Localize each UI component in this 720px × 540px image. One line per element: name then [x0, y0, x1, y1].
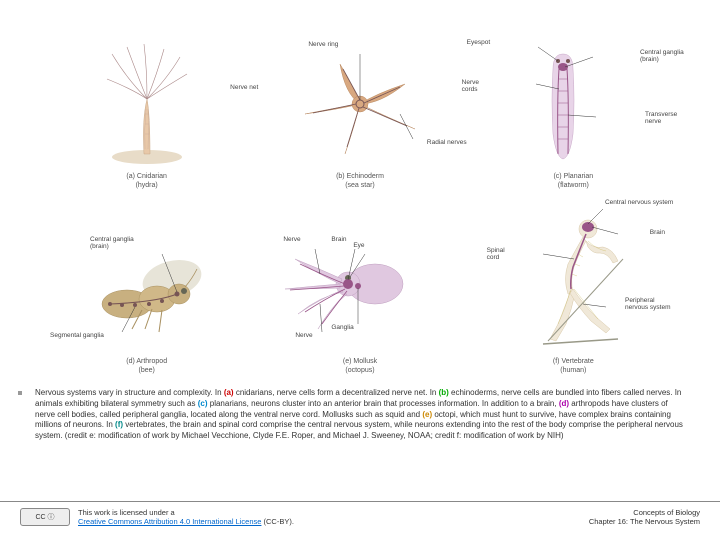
label-brain-f: Brain [650, 229, 665, 236]
label-eyespot: Eyespot [467, 39, 491, 46]
label-ganglia-e: Ganglia [331, 324, 353, 331]
label-cns: Central nervous system [605, 199, 675, 206]
label-eye-e: Eye [353, 242, 364, 249]
license-text: This work is licensed under a Creative C… [78, 508, 294, 526]
cap-f: vertebrates, the brain and spinal cord c… [35, 420, 683, 440]
footer: CC ⓘ This work is licensed under a Creat… [0, 501, 720, 532]
organism-hydra: (a) Cnidarian(hydra) Nerve net [40, 39, 253, 190]
label-nerve-e1: Nerve [283, 236, 300, 243]
label-nerve-ring: Nerve ring [308, 41, 338, 48]
cc-badge-icon: CC ⓘ [20, 508, 70, 526]
caption-a: (a) Cnidarian(hydra) [126, 173, 166, 190]
cc-section: CC ⓘ This work is licensed under a Creat… [20, 508, 294, 526]
label-brain-e: Brain [331, 236, 346, 243]
license-link[interactable]: Creative Commons Attribution 4.0 Interna… [78, 517, 261, 526]
caption-f: (f) Vertebrate(human) [553, 358, 594, 375]
concepts-chapter: Chapter 16: The Nervous System [589, 517, 700, 526]
ref-a: (a) [224, 388, 234, 397]
footer-inner: CC ⓘ This work is licensed under a Creat… [20, 508, 700, 526]
hydra-svg [92, 39, 202, 169]
organism-octopus: (e) Mollusk(octopus) Nerve Brain Eye Gan… [253, 214, 466, 375]
license-suffix: (CC-BY). [261, 517, 294, 526]
figure-area: (a) Cnidarian(hydra) Nerve net (b) Echin… [0, 0, 720, 380]
ref-d: (d) [559, 399, 569, 408]
ref-b: (b) [439, 388, 449, 397]
concepts-title: Concepts of Biology [633, 508, 700, 517]
label-central-ganglia-d: Central ganglia (brain) [90, 236, 145, 250]
organism-bee: (d) Arthropod(bee) Central ganglia (brai… [40, 214, 253, 375]
concepts: Concepts of Biology Chapter 16: The Nerv… [589, 508, 700, 526]
cap-c: planarians, neurons cluster into an ante… [208, 399, 559, 408]
caption-c: (c) Planarian(flatworm) [553, 173, 593, 190]
caption-b: (b) Echinoderm(sea star) [336, 173, 384, 190]
human-svg [488, 199, 658, 354]
cap-a: cnidarians, nerve cells form a decentral… [234, 388, 439, 397]
ref-f: (f) [115, 420, 123, 429]
caption-d: (d) Arthropod(bee) [126, 358, 167, 375]
ref-e: (e) [422, 410, 432, 419]
label-transverse: Transverse nerve [645, 111, 690, 125]
cap-prefix: Nervous systems vary in structure and co… [35, 388, 224, 397]
label-spinal: Spinal cord [487, 247, 517, 261]
bottom-row: (d) Arthropod(bee) Central ganglia (brai… [40, 190, 680, 375]
organism-seastar: (b) Echinoderm(sea star) Nerve ring Radi… [253, 39, 466, 190]
label-nerve-e2: Nerve [295, 332, 312, 339]
main-caption: Nervous systems vary in structure and co… [0, 380, 720, 447]
label-nerve-cords: Nerve cords [462, 79, 492, 93]
organism-human: (f) Vertebrate(human) Central nervous sy… [467, 199, 680, 375]
license-intro: This work is licensed under a [78, 508, 175, 517]
label-pns: Peripheral nervous system [625, 297, 675, 311]
flatworm-svg [508, 39, 638, 169]
label-central-ganglia-c: Central ganglia (brain) [640, 49, 685, 63]
label-radial-nerves: Radial nerves [427, 139, 467, 146]
label-segmental: Segmental ganglia [50, 332, 104, 339]
caption-e: (e) Mollusk(octopus) [343, 358, 377, 375]
organism-flatworm: (c) Planarian(flatworm) Eyespot Central … [467, 39, 680, 190]
top-row: (a) Cnidarian(hydra) Nerve net (b) Echin… [40, 5, 680, 190]
seastar-svg [285, 39, 435, 169]
ref-c: (c) [198, 399, 208, 408]
